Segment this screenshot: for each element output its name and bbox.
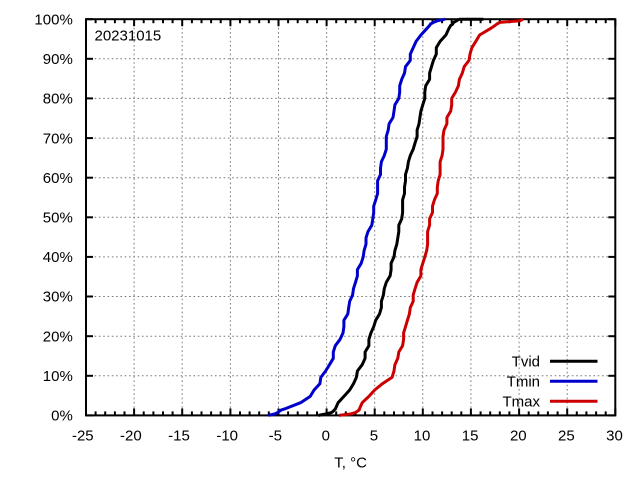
svg-text:Tmax: Tmax [503,393,541,410]
svg-text:100%: 100% [34,11,72,28]
svg-text:10: 10 [414,428,431,445]
svg-text:20: 20 [510,428,527,445]
svg-text:90%: 90% [43,51,73,68]
svg-text:20231015: 20231015 [95,27,162,44]
svg-text:0: 0 [322,428,330,445]
svg-text:5: 5 [370,428,378,445]
svg-text:0%: 0% [51,408,73,425]
svg-text:T, °C: T, °C [334,455,367,472]
svg-text:-5: -5 [269,428,282,445]
svg-text:-25: -25 [72,428,94,445]
svg-text:20%: 20% [43,328,73,345]
svg-text:70%: 70% [43,130,73,147]
svg-text:Tmin: Tmin [507,373,540,390]
svg-text:25: 25 [558,428,575,445]
svg-text:-10: -10 [216,428,238,445]
svg-text:-20: -20 [120,428,142,445]
svg-text:-15: -15 [168,428,190,445]
svg-text:10%: 10% [43,368,73,385]
svg-text:80%: 80% [43,91,73,108]
svg-text:40%: 40% [43,249,73,266]
svg-text:50%: 50% [43,210,73,227]
svg-text:30%: 30% [43,289,73,306]
svg-text:Tvid: Tvid [512,353,540,370]
svg-text:60%: 60% [43,170,73,187]
svg-text:15: 15 [462,428,479,445]
svg-text:30: 30 [606,428,623,445]
